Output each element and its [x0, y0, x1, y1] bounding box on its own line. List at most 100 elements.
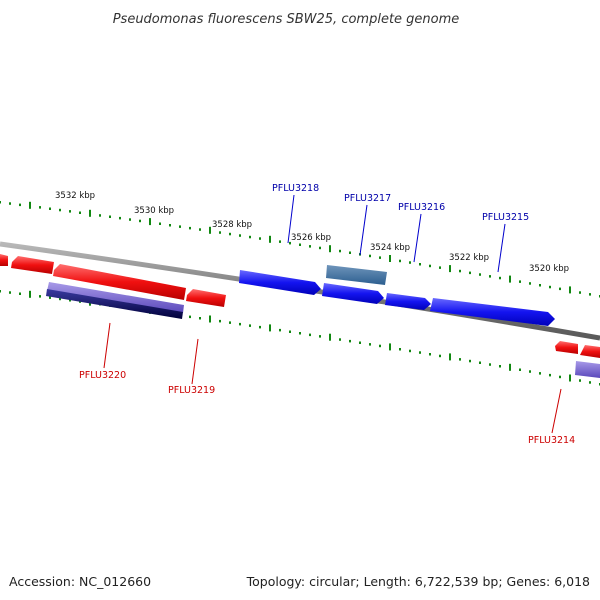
outer-minor-tick: [59, 208, 61, 212]
outer-minor-tick: [379, 256, 381, 259]
scale-label-3532: 3532 kbp: [55, 191, 95, 201]
outer-major-tick: [29, 201, 31, 209]
outer-minor-tick: [339, 249, 341, 253]
gene-reverse-pflu3220[interactable]: [53, 264, 186, 300]
inner-minor-tick: [319, 335, 321, 338]
gene-label-pflu3214[interactable]: PFLU3214: [528, 435, 575, 446]
inner-major-tick: [269, 324, 271, 332]
inner-minor-tick: [489, 363, 491, 366]
gene-label-pflu3216[interactable]: PFLU3216: [398, 202, 445, 213]
inner-minor-tick: [19, 292, 21, 295]
feature-track-reverse-lower[interactable]: [46, 289, 183, 319]
outer-minor-tick: [349, 251, 351, 254]
outer-major-tick: [269, 235, 271, 243]
scale-label-3524: 3524 kbp: [370, 243, 410, 253]
leader-pflu3220: [103, 322, 111, 369]
genome-title: Pseudomonas fluorescens SBW25, complete …: [113, 12, 460, 27]
outer-major-tick: [209, 226, 211, 234]
outer-minor-tick: [539, 284, 541, 287]
outer-minor-tick: [579, 291, 581, 294]
feature-track-reverse-upper[interactable]: [47, 282, 184, 313]
outer-minor-tick: [9, 202, 11, 205]
inner-minor-tick: [69, 299, 71, 302]
inner-major-tick: [29, 290, 31, 298]
gene-forward-pflu3218[interactable]: [239, 270, 321, 295]
inner-minor-tick: [479, 361, 481, 364]
gene-reverse-pflu3219[interactable]: [186, 289, 226, 307]
outer-minor-tick: [519, 280, 521, 283]
outer-minor-tick: [559, 287, 561, 291]
inner-major-tick: [329, 333, 331, 341]
outer-minor-tick: [479, 273, 481, 276]
gene-label-pflu3219[interactable]: PFLU3219: [168, 385, 215, 396]
inner-minor-tick: [49, 296, 51, 299]
inner-minor-tick: [549, 373, 551, 377]
outer-minor-tick: [109, 215, 111, 218]
gene-reverse-3222[interactable]: [11, 256, 54, 274]
inner-minor-tick: [299, 332, 301, 335]
inner-minor-tick: [59, 297, 61, 301]
inner-minor-tick: [9, 291, 11, 294]
inner-minor-tick: [289, 330, 291, 333]
outer-minor-tick: [309, 245, 311, 248]
inner-minor-tick: [249, 324, 251, 327]
inner-minor-tick: [229, 321, 231, 324]
inner-minor-tick: [279, 328, 281, 332]
inner-minor-tick: [349, 339, 351, 343]
outer-minor-tick: [399, 259, 401, 263]
outer-major-tick: [329, 245, 331, 253]
outer-minor-tick: [229, 232, 231, 236]
gene-label-pflu3217[interactable]: PFLU3217: [344, 193, 391, 204]
inner-minor-tick: [589, 381, 591, 384]
scale-label-3520: 3520 kbp: [529, 264, 569, 274]
gene-label-pflu3218[interactable]: PFLU3218: [272, 183, 319, 194]
inner-minor-tick: [439, 354, 441, 358]
scale-ring-outer: [0, 201, 600, 298]
gene-reverse-3213[interactable]: [555, 341, 578, 354]
gene-label-pflu3220[interactable]: PFLU3220: [79, 370, 126, 381]
gene-forward-pflu3216[interactable]: [385, 293, 431, 310]
inner-minor-tick: [259, 325, 261, 329]
feature-track-forward[interactable]: [326, 265, 387, 285]
outer-major-tick: [569, 286, 571, 294]
genome-summary-text: Topology: circular; Length: 6,722,539 bp…: [246, 574, 590, 589]
outer-minor-tick: [319, 246, 321, 250]
outer-minor-tick: [179, 225, 181, 228]
inner-minor-tick: [409, 349, 411, 353]
outer-minor-tick: [0, 201, 1, 204]
outer-minor-tick: [419, 263, 421, 266]
inner-minor-tick: [189, 315, 191, 319]
scale-label-3528: 3528 kbp: [212, 220, 252, 230]
leader-pflu3218: [287, 194, 295, 244]
scale-label-3530: 3530 kbp: [134, 206, 174, 216]
outer-minor-tick: [169, 224, 171, 227]
inner-minor-tick: [429, 353, 431, 356]
outer-minor-tick: [489, 275, 491, 278]
inner-major-tick: [449, 353, 451, 361]
outer-minor-tick: [119, 216, 121, 220]
outer-minor-tick: [139, 219, 141, 223]
gene-forward-pflu3217[interactable]: [322, 283, 384, 304]
inner-minor-tick: [419, 351, 421, 354]
gene-reverse-partial[interactable]: [0, 254, 8, 266]
gene-label-pflu3215[interactable]: PFLU3215: [482, 212, 529, 223]
inner-minor-tick: [379, 344, 381, 348]
outer-minor-tick: [39, 206, 41, 209]
outer-minor-tick: [259, 237, 261, 240]
inner-minor-tick: [239, 322, 241, 326]
outer-minor-tick: [589, 293, 591, 296]
outer-major-tick: [389, 255, 391, 262]
inner-minor-tick: [399, 348, 401, 351]
inner-minor-tick: [359, 341, 361, 344]
outer-minor-tick: [409, 261, 411, 264]
inner-minor-tick: [309, 333, 311, 337]
feature-track-right[interactable]: [575, 361, 600, 378]
accession-text: Accession: NC_012660: [9, 574, 151, 589]
outer-minor-tick: [439, 266, 441, 269]
leader-pflu3214: [551, 388, 562, 434]
gene-reverse-pflu3214[interactable]: [580, 345, 600, 358]
leader-pflu3219: [191, 338, 199, 385]
gene-forward-pflu3215[interactable]: [430, 298, 555, 326]
